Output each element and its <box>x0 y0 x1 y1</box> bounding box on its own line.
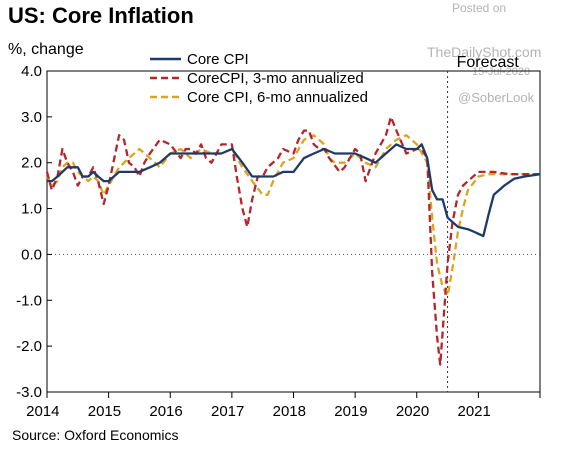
x-tick-label: 2017 <box>211 403 244 420</box>
x-tick-label: 2019 <box>334 403 367 420</box>
plot-frame <box>46 70 541 393</box>
series-line-2 <box>45 134 540 297</box>
y-tick-label: 0.0 <box>21 246 42 263</box>
x-tick-label: 2016 <box>149 403 182 420</box>
watermark-handle: @SoberLook <box>458 90 535 105</box>
legend-label-0: Core CPI <box>187 51 249 68</box>
x-tick-label: 2020 <box>396 403 429 420</box>
x-tick-label: 2018 <box>273 403 306 420</box>
x-tick-label: 2014 <box>26 403 59 420</box>
y-tick-label: -1.0 <box>16 292 42 309</box>
y-tick-label: -3.0 <box>16 384 42 401</box>
series-line-0 <box>47 143 541 238</box>
y-tick-label: 3.0 <box>21 109 42 126</box>
y-tick-label: 1.0 <box>21 201 42 218</box>
x-tick-label: 2021 <box>458 403 491 420</box>
series-line-1 <box>45 115 540 366</box>
y-axis-unit-label: %, change <box>8 41 84 58</box>
legend: Core CPI CoreCPI, 3-mo annualized Core CPI… <box>150 51 368 106</box>
chart-title: US: Core Inflation <box>8 3 194 28</box>
legend-label-1: CoreCPI, 3-mo annualized <box>187 70 364 87</box>
x-tick-label: 2015 <box>88 403 121 420</box>
source-note: Source: Oxford Economics <box>12 427 179 443</box>
watermark-posted-on: Posted on <box>452 1 507 15</box>
legend-label-2: Core CPI, 6-mo annualized <box>187 89 368 106</box>
watermark-date: 15-Jul-2020 <box>472 66 531 78</box>
y-tick-label: 4.0 <box>21 63 42 80</box>
forecast-label: Forecast <box>457 54 520 71</box>
y-tick-label: 2.0 <box>21 155 42 172</box>
y-tick-label: -2.0 <box>16 338 42 355</box>
watermark-site: TheDailyShot.com <box>427 44 542 60</box>
